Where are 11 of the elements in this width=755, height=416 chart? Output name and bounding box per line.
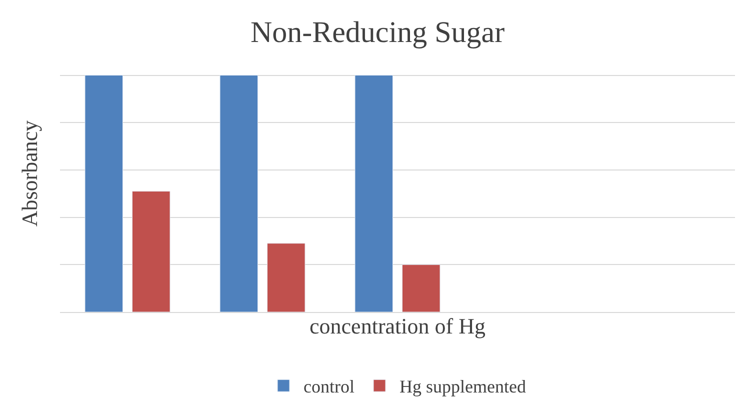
x-axis-title: concentration of Hg	[310, 314, 486, 338]
y-axis-title: Absorbancy	[16, 120, 42, 227]
bar	[84, 75, 124, 312]
legend-label: control	[304, 376, 354, 397]
chart-title: Non-Reducing Sugar	[250, 16, 505, 49]
bar	[220, 75, 258, 312]
bar	[402, 264, 440, 312]
bar	[132, 191, 170, 312]
bar	[266, 243, 306, 312]
legend-label: Hg supplemented	[400, 376, 526, 397]
bar	[354, 75, 394, 312]
